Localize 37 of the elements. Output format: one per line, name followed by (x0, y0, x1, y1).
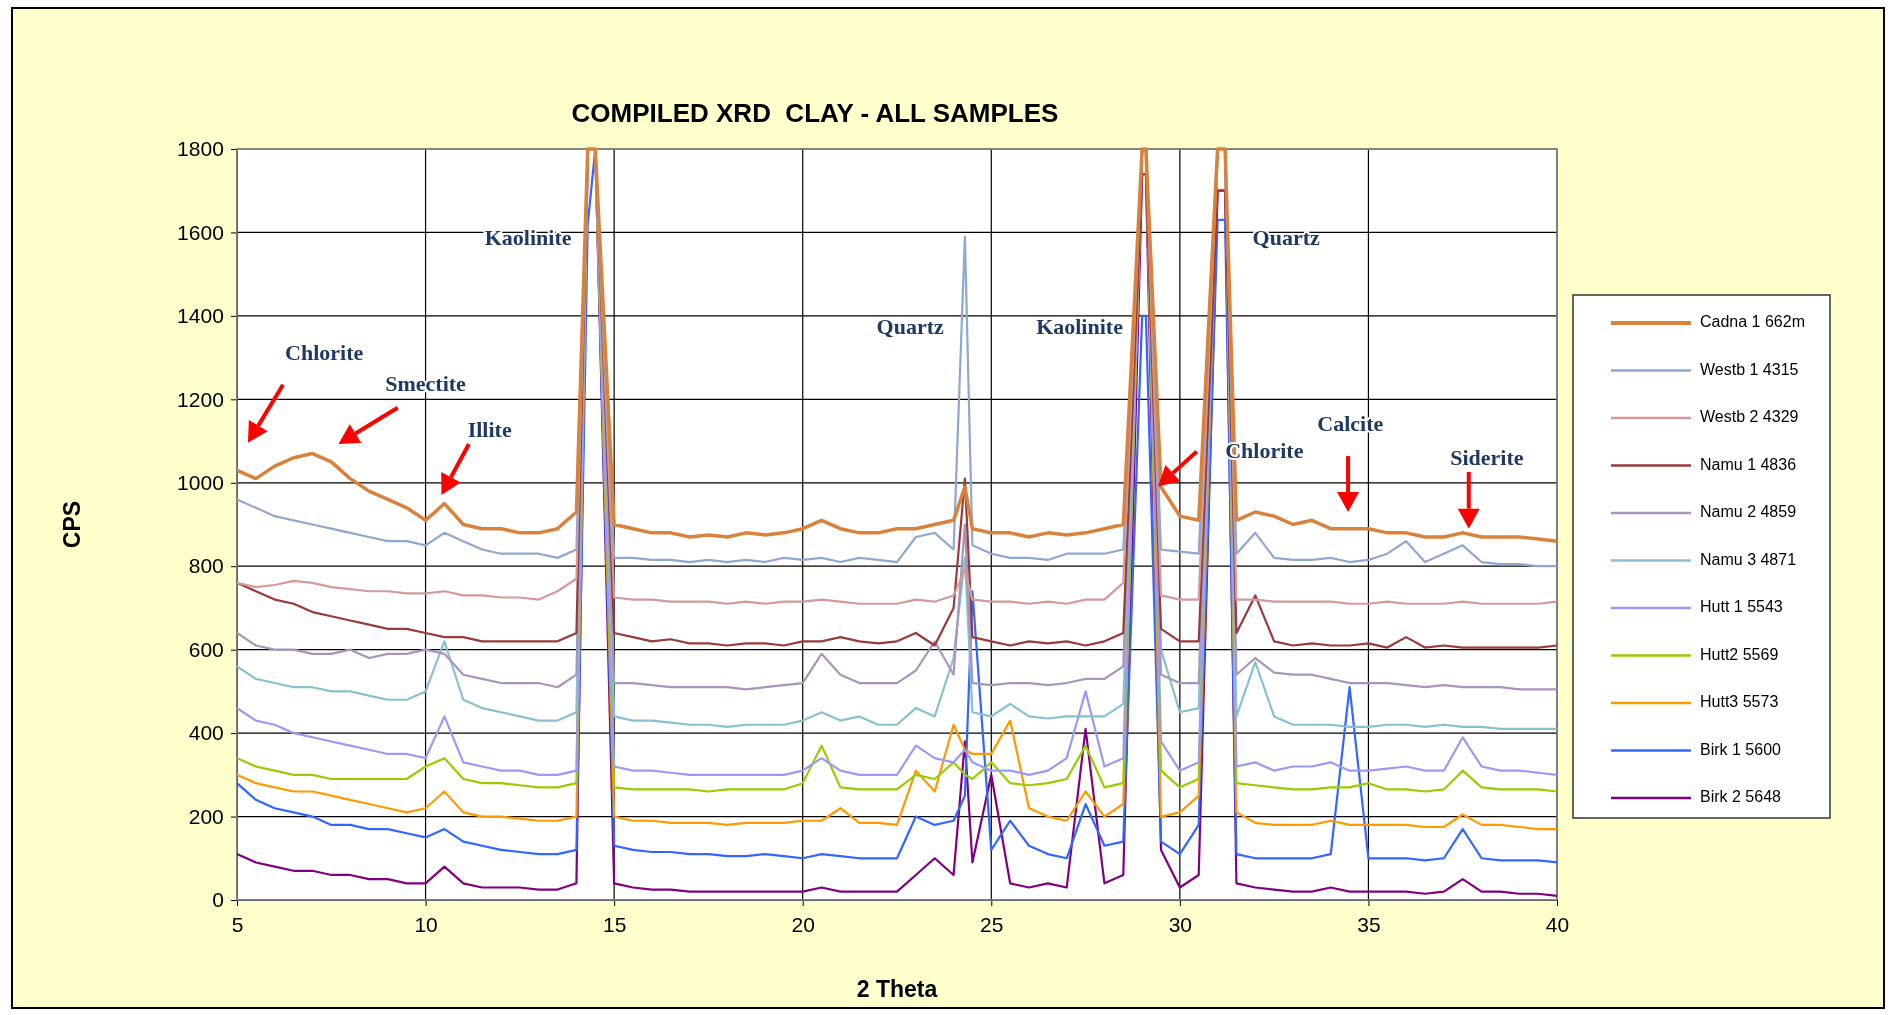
legend-label: Westb 1 4315 (1700, 360, 1799, 378)
y-tick-label: 600 (188, 637, 224, 661)
legend-label: Cadna 1 662m (1700, 313, 1805, 331)
x-axis-title: 2 Theta (856, 976, 938, 1002)
x-tick-label: 30 (1168, 913, 1193, 937)
annotation: Quartz (876, 314, 945, 340)
y-tick-label: 1400 (177, 304, 224, 328)
legend-label: Namu 1 4836 (1700, 455, 1797, 473)
x-tick-label: 25 (980, 913, 1004, 937)
annotation: Kaolinite (1036, 314, 1124, 340)
legend-label: Birk 1 5600 (1700, 740, 1782, 758)
y-tick-label: 0 (212, 888, 224, 912)
legend-label: Hutt3 5573 (1700, 693, 1779, 711)
y-tick-label: 1000 (177, 471, 224, 494)
chart-title: COMPILED XRD CLAY - ALL SAMPLES (571, 98, 1059, 128)
x-tick-label: 15 (602, 913, 627, 937)
annotation: Illite (467, 416, 512, 442)
x-tick-label: 35 (1357, 913, 1381, 937)
legend-label: Namu 3 4871 (1700, 550, 1797, 568)
annotation: Chlorite (285, 339, 364, 365)
y-tick-label: 200 (188, 804, 224, 828)
y-tick-label: 1200 (177, 387, 224, 411)
y-axis-title: CPS (59, 500, 85, 549)
legend-label: Hutt2 5569 (1700, 645, 1779, 663)
x-tick-label: 40 (1545, 913, 1570, 937)
annotation: Siderite (1450, 444, 1524, 470)
y-tick-label: 800 (188, 554, 224, 578)
legend-label: Namu 2 4859 (1700, 503, 1797, 521)
x-tick-label: 5 (231, 913, 244, 937)
y-tick-label: 1600 (177, 220, 224, 244)
legend-label: Westb 2 4329 (1700, 408, 1799, 426)
legend-label: Birk 2 5648 (1700, 788, 1782, 806)
legend-label: Hutt 1 5543 (1700, 598, 1783, 616)
y-tick-label: 400 (188, 721, 224, 745)
x-tick-label: 10 (414, 913, 438, 937)
y-tick-label: 1800 (177, 137, 224, 161)
x-tick-label: 20 (791, 913, 815, 937)
